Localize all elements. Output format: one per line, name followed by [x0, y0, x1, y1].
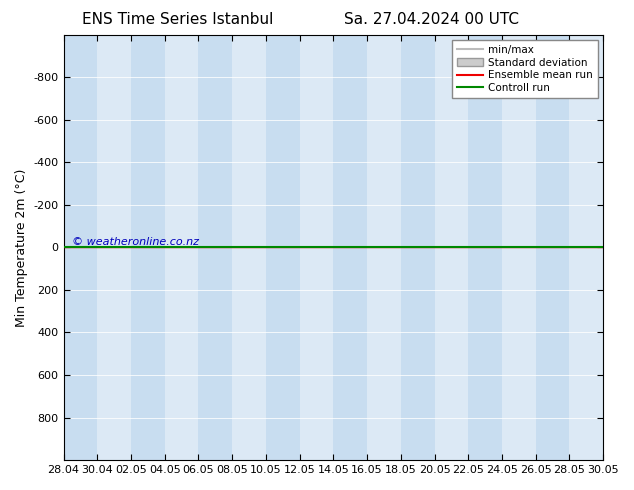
Bar	[198, 35, 232, 460]
Text: Sa. 27.04.2024 00 UTC: Sa. 27.04.2024 00 UTC	[344, 12, 519, 27]
Bar	[603, 35, 634, 460]
Bar	[536, 35, 569, 460]
Bar	[401, 35, 434, 460]
Text: © weatheronline.co.nz: © weatheronline.co.nz	[72, 237, 199, 247]
Bar	[63, 35, 97, 460]
Bar	[266, 35, 300, 460]
Bar	[131, 35, 165, 460]
Bar	[469, 35, 502, 460]
Bar	[333, 35, 367, 460]
Bar	[300, 35, 333, 460]
Bar	[232, 35, 266, 460]
Y-axis label: Min Temperature 2m (°C): Min Temperature 2m (°C)	[15, 168, 28, 326]
Bar	[502, 35, 536, 460]
Bar	[97, 35, 131, 460]
Bar	[569, 35, 603, 460]
Bar	[367, 35, 401, 460]
Text: ENS Time Series Istanbul: ENS Time Series Istanbul	[82, 12, 273, 27]
Bar	[434, 35, 469, 460]
Bar	[165, 35, 198, 460]
Legend: min/max, Standard deviation, Ensemble mean run, Controll run: min/max, Standard deviation, Ensemble me…	[451, 40, 598, 98]
